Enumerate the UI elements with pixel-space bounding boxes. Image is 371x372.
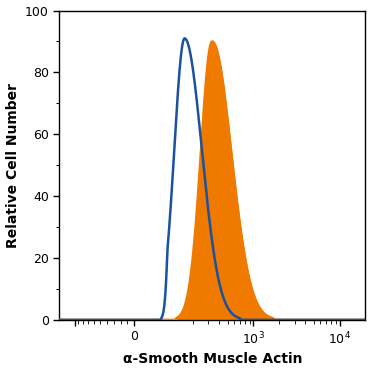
- Y-axis label: Relative Cell Number: Relative Cell Number: [6, 83, 20, 248]
- X-axis label: α-Smooth Muscle Actin: α-Smooth Muscle Actin: [123, 352, 302, 366]
